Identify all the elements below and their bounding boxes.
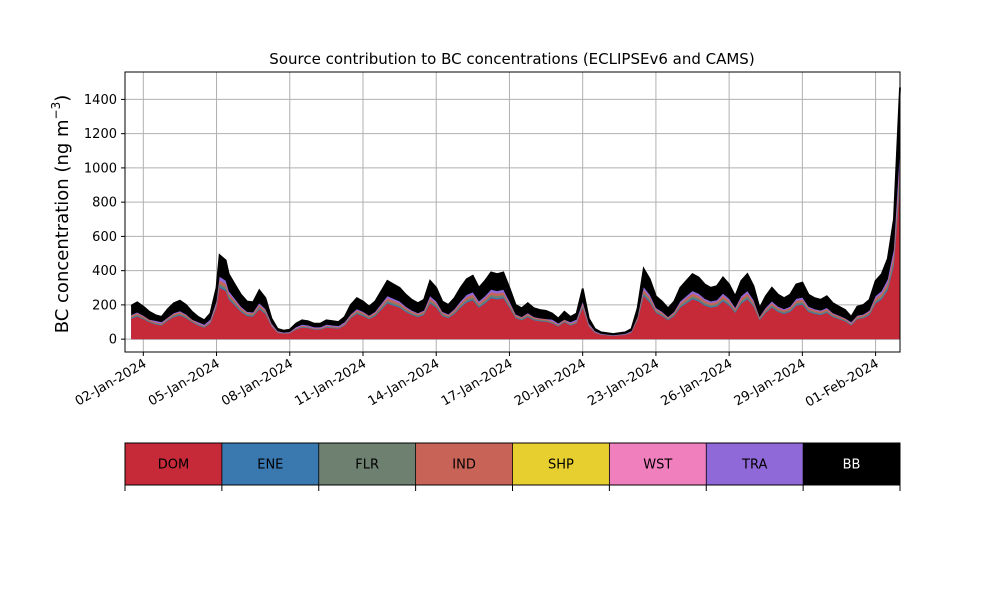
legend-label-dom: DOM [158,458,189,473]
legend-swatch-flr [318,443,416,485]
x-tick-label: 17-Jan-2024 [439,356,516,409]
legend-label-ene: ENE [257,458,283,473]
y-axis-label: BC concentration (ng m−3) [49,95,73,334]
x-tick-label: 14-Jan-2024 [366,356,443,409]
y-tick-label: 200 [92,298,117,313]
legend-label-wst: WST [643,458,672,473]
y-tick-label: 0 [109,333,117,348]
legend-swatch-ene [221,443,319,485]
plot-frame [124,71,901,353]
legend-swatch-dom [125,443,222,485]
y-tick-label: 1400 [84,93,117,108]
total-line [130,87,901,335]
y-tick-label: 600 [92,230,117,245]
y-axis: 0 200 400 600 800 1000 1200 1400 [84,93,125,348]
y-tick-label: 1000 [84,161,117,176]
x-tick-label: 11-Jan-2024 [292,356,369,409]
legend-label-tra: TRA [741,458,767,473]
x-tick-label: 08-Jan-2024 [219,356,296,409]
y-tick-label: 1200 [84,127,117,142]
legend-label-ind: IND [452,458,476,473]
legend-swatch-bb [803,443,900,485]
stacked-areas [130,87,901,340]
x-tick-label: 02-Jan-2024 [73,356,150,409]
x-tick-label: 29-Jan-2024 [732,356,809,409]
x-tick-label: 01-Feb-2024 [803,356,882,410]
legend-swatch-ind [415,443,513,485]
x-tick-label: 20-Jan-2024 [512,356,589,409]
legend-label-bb: BB [843,458,861,473]
x-tick-label: 26-Jan-2024 [659,356,736,409]
x-tick-label: 05-Jan-2024 [146,356,223,409]
legend-swatch-tra [706,443,804,485]
legend-swatch-wst [609,443,707,485]
y-tick-label: 400 [92,264,117,279]
legend-swatch-shp [512,443,610,485]
x-axis: 02-Jan-202405-Jan-202408-Jan-202411-Jan-… [73,352,882,410]
legend-label-shp: SHP [548,458,574,473]
y-tick-label: 800 [92,196,117,211]
legend: DOM ENE FLR IND SHP WST TRA BB [124,442,901,491]
x-tick-label: 23-Jan-2024 [585,356,662,409]
area-dom [131,185,901,340]
chart-title: Source contribution to BC concentrations… [269,50,754,68]
legend-label-flr: FLR [355,458,379,473]
